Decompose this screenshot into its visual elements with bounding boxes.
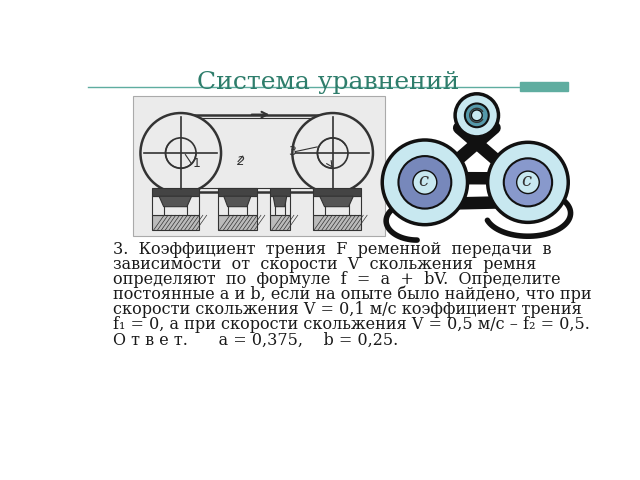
Text: Система уравнений: Система уравнений — [197, 72, 459, 95]
Bar — [152, 215, 198, 230]
Text: 1: 1 — [193, 157, 201, 170]
Circle shape — [516, 171, 540, 193]
Circle shape — [488, 142, 568, 222]
Text: 3: 3 — [288, 144, 296, 157]
Bar — [270, 188, 290, 196]
Bar — [349, 196, 360, 215]
Text: c: c — [522, 172, 531, 190]
Circle shape — [317, 138, 348, 168]
Bar — [218, 215, 257, 230]
Text: скорости скольжения V = 0,1 м/с коэффициент трения: скорости скольжения V = 0,1 м/с коэффици… — [113, 301, 581, 318]
Polygon shape — [224, 196, 251, 207]
Circle shape — [413, 170, 437, 194]
Circle shape — [455, 94, 499, 137]
Circle shape — [399, 156, 451, 209]
Bar — [312, 196, 324, 215]
Polygon shape — [159, 196, 191, 207]
Text: 2: 2 — [237, 155, 244, 168]
Text: c: c — [419, 172, 428, 190]
Text: зависимости  от  скорости  V  скольжения  ремня: зависимости от скорости V скольжения рем… — [113, 256, 536, 273]
Bar — [312, 188, 360, 196]
Bar — [218, 196, 228, 215]
Bar — [132, 96, 385, 236]
Bar — [152, 196, 164, 215]
Circle shape — [465, 104, 489, 127]
Bar — [285, 196, 290, 215]
Bar — [520, 82, 568, 92]
Circle shape — [140, 113, 221, 193]
Bar — [187, 196, 198, 215]
Bar — [270, 215, 290, 230]
Bar — [270, 196, 275, 215]
Circle shape — [382, 140, 467, 225]
Text: f₁ = 0, а при скорости скольжения V = 0,5 м/с – f₂ = 0,5.: f₁ = 0, а при скорости скольжения V = 0,… — [113, 316, 589, 333]
Circle shape — [472, 110, 482, 121]
Polygon shape — [320, 196, 353, 207]
Bar — [218, 188, 257, 196]
Circle shape — [292, 113, 373, 193]
Text: определяют  по  формуле  f  =  a  +  bV.  Определите: определяют по формуле f = a + bV. Опреде… — [113, 271, 560, 288]
Bar — [312, 215, 360, 230]
Text: 3.  Коэффициент  трения  F  ременной  передачи  в: 3. Коэффициент трения F ременной передач… — [113, 241, 551, 258]
Polygon shape — [273, 196, 287, 207]
Bar — [152, 188, 198, 196]
Circle shape — [165, 138, 196, 168]
Bar — [247, 196, 257, 215]
Circle shape — [504, 158, 552, 206]
Text: постоянные a и b, если на опыте было найдено, что при: постоянные a и b, если на опыте было най… — [113, 286, 591, 303]
Text: О т в е т.      a = 0,375,    b = 0,25.: О т в е т. a = 0,375, b = 0,25. — [113, 332, 398, 348]
